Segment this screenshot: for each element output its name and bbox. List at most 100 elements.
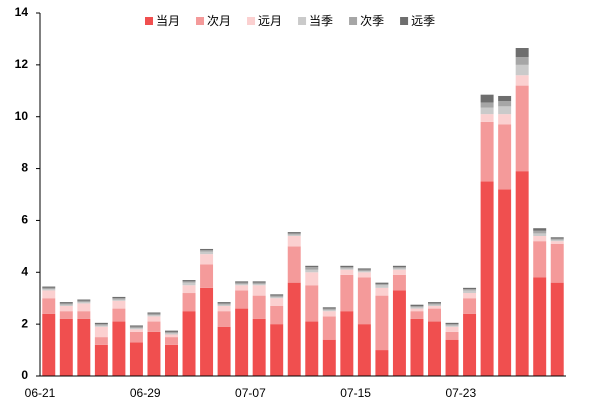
legend-swatch	[349, 17, 358, 25]
bar-segment	[550, 243, 564, 283]
bar-segment	[445, 326, 459, 332]
bar-segment	[235, 283, 249, 286]
bar-segment	[59, 305, 73, 312]
bar-segment	[480, 114, 494, 122]
bar-segment	[42, 287, 56, 290]
bar-segment	[42, 289, 56, 291]
bar-segment	[129, 331, 143, 343]
bar-segment	[533, 230, 547, 234]
bar-segment	[270, 294, 284, 296]
bar-segment	[252, 318, 266, 376]
bar-segment	[305, 269, 319, 273]
bar-segment	[428, 303, 441, 305]
bar-segment	[217, 304, 231, 306]
bar-segment	[392, 268, 406, 270]
bar-segment	[112, 300, 126, 309]
bar-segment	[463, 290, 477, 294]
bar-segment	[112, 308, 126, 322]
bar-segment	[515, 171, 529, 376]
bar-segment	[59, 311, 73, 319]
legend-swatch	[247, 17, 256, 25]
legend-swatch	[400, 17, 409, 25]
bar-segment	[498, 124, 512, 190]
bar-segment	[410, 311, 424, 319]
bar-segment	[59, 304, 73, 306]
bar-segment	[147, 316, 161, 322]
bar-segment	[77, 299, 91, 301]
bar-segment	[252, 295, 266, 319]
legend-label: 远月	[258, 14, 282, 28]
bar-segment	[428, 304, 441, 306]
bar-segment	[340, 268, 354, 270]
bar-segment	[77, 300, 91, 303]
bar-segment	[165, 334, 178, 338]
bar-segment	[165, 330, 178, 332]
bar-segment	[533, 277, 547, 376]
bar-segment	[94, 344, 108, 376]
bar-segment	[375, 350, 389, 376]
bar-segment	[480, 121, 494, 182]
bar-segment	[428, 305, 441, 309]
bar-segment	[270, 296, 284, 299]
bar-segment	[375, 283, 389, 286]
bar-segment	[42, 286, 56, 288]
bar-segment	[515, 57, 529, 65]
y-tick-label: 10	[15, 109, 29, 123]
bar-segment	[498, 189, 512, 376]
y-tick-label: 4	[21, 264, 28, 278]
bar-segment	[270, 295, 284, 297]
bar-segment	[515, 64, 529, 76]
bar-segment	[252, 282, 266, 284]
bar-segment	[428, 308, 441, 322]
x-tick-label: 06-21	[25, 386, 56, 400]
bar-segment	[112, 321, 126, 376]
y-tick-label: 14	[15, 5, 29, 19]
bar-segment	[357, 269, 371, 271]
bar-segment	[287, 232, 301, 234]
legend-label: 当月	[156, 14, 180, 28]
bar-segment	[217, 302, 231, 304]
bar-segment	[340, 267, 354, 269]
legend-label: 次季	[360, 14, 384, 28]
bar-segment	[463, 298, 477, 314]
bar-segment	[147, 321, 161, 332]
bar-segment	[515, 48, 529, 58]
bar-segment	[287, 233, 301, 235]
bar-segment	[533, 233, 547, 236]
y-tick-label: 6	[21, 213, 28, 227]
bar-segment	[182, 282, 196, 286]
bar-segment	[392, 269, 406, 275]
bar-segment	[392, 290, 406, 376]
bar-segment	[375, 282, 389, 284]
bar-segment	[322, 308, 336, 310]
x-tick-label: 07-23	[445, 386, 476, 400]
bar-segment	[59, 303, 73, 305]
bar-segment	[322, 307, 336, 309]
bar-segment	[322, 311, 336, 317]
y-tick-label: 2	[21, 316, 28, 330]
bar-segment	[445, 325, 459, 327]
bar-segment	[235, 281, 249, 283]
bar-segment	[217, 326, 231, 376]
bar-segment	[94, 324, 108, 326]
bar-segment	[410, 304, 424, 306]
bar-segment	[515, 85, 529, 172]
bar-segment	[463, 293, 477, 299]
bar-segment	[340, 274, 354, 312]
bar-segment	[94, 326, 108, 338]
bar-segment	[147, 313, 161, 316]
bar-segment	[129, 342, 143, 376]
bar-segment	[445, 322, 459, 325]
bar-segment	[550, 241, 564, 244]
x-tick-label: 07-15	[340, 386, 371, 400]
bar-segment	[270, 324, 284, 376]
bar-segment	[480, 181, 494, 376]
bar-segment	[445, 331, 459, 340]
bar-segment	[550, 237, 564, 239]
bar-segment	[182, 281, 196, 283]
legend-swatch	[145, 17, 153, 25]
legend-swatch	[196, 17, 205, 25]
bar-segment	[59, 302, 73, 304]
bar-segment	[94, 337, 108, 345]
bar-segment	[550, 238, 564, 240]
